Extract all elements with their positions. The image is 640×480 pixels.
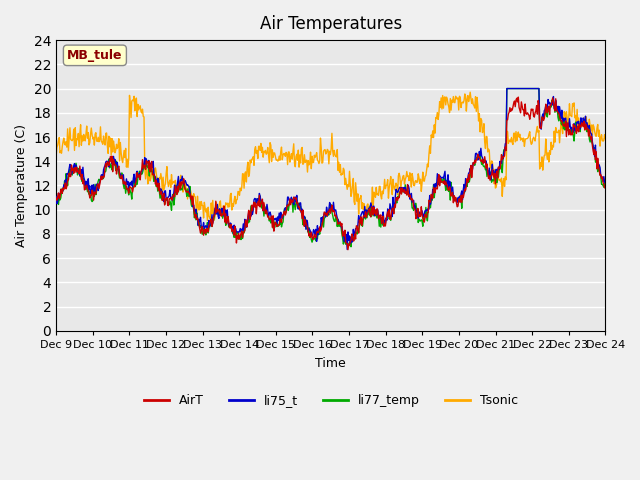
Y-axis label: Air Temperature (C): Air Temperature (C) xyxy=(15,124,28,247)
Text: MB_tule: MB_tule xyxy=(67,49,123,62)
Title: Air Temperatures: Air Temperatures xyxy=(260,15,402,33)
Legend: AirT, li75_t, li77_temp, Tsonic: AirT, li75_t, li77_temp, Tsonic xyxy=(139,389,523,412)
X-axis label: Time: Time xyxy=(316,357,346,370)
